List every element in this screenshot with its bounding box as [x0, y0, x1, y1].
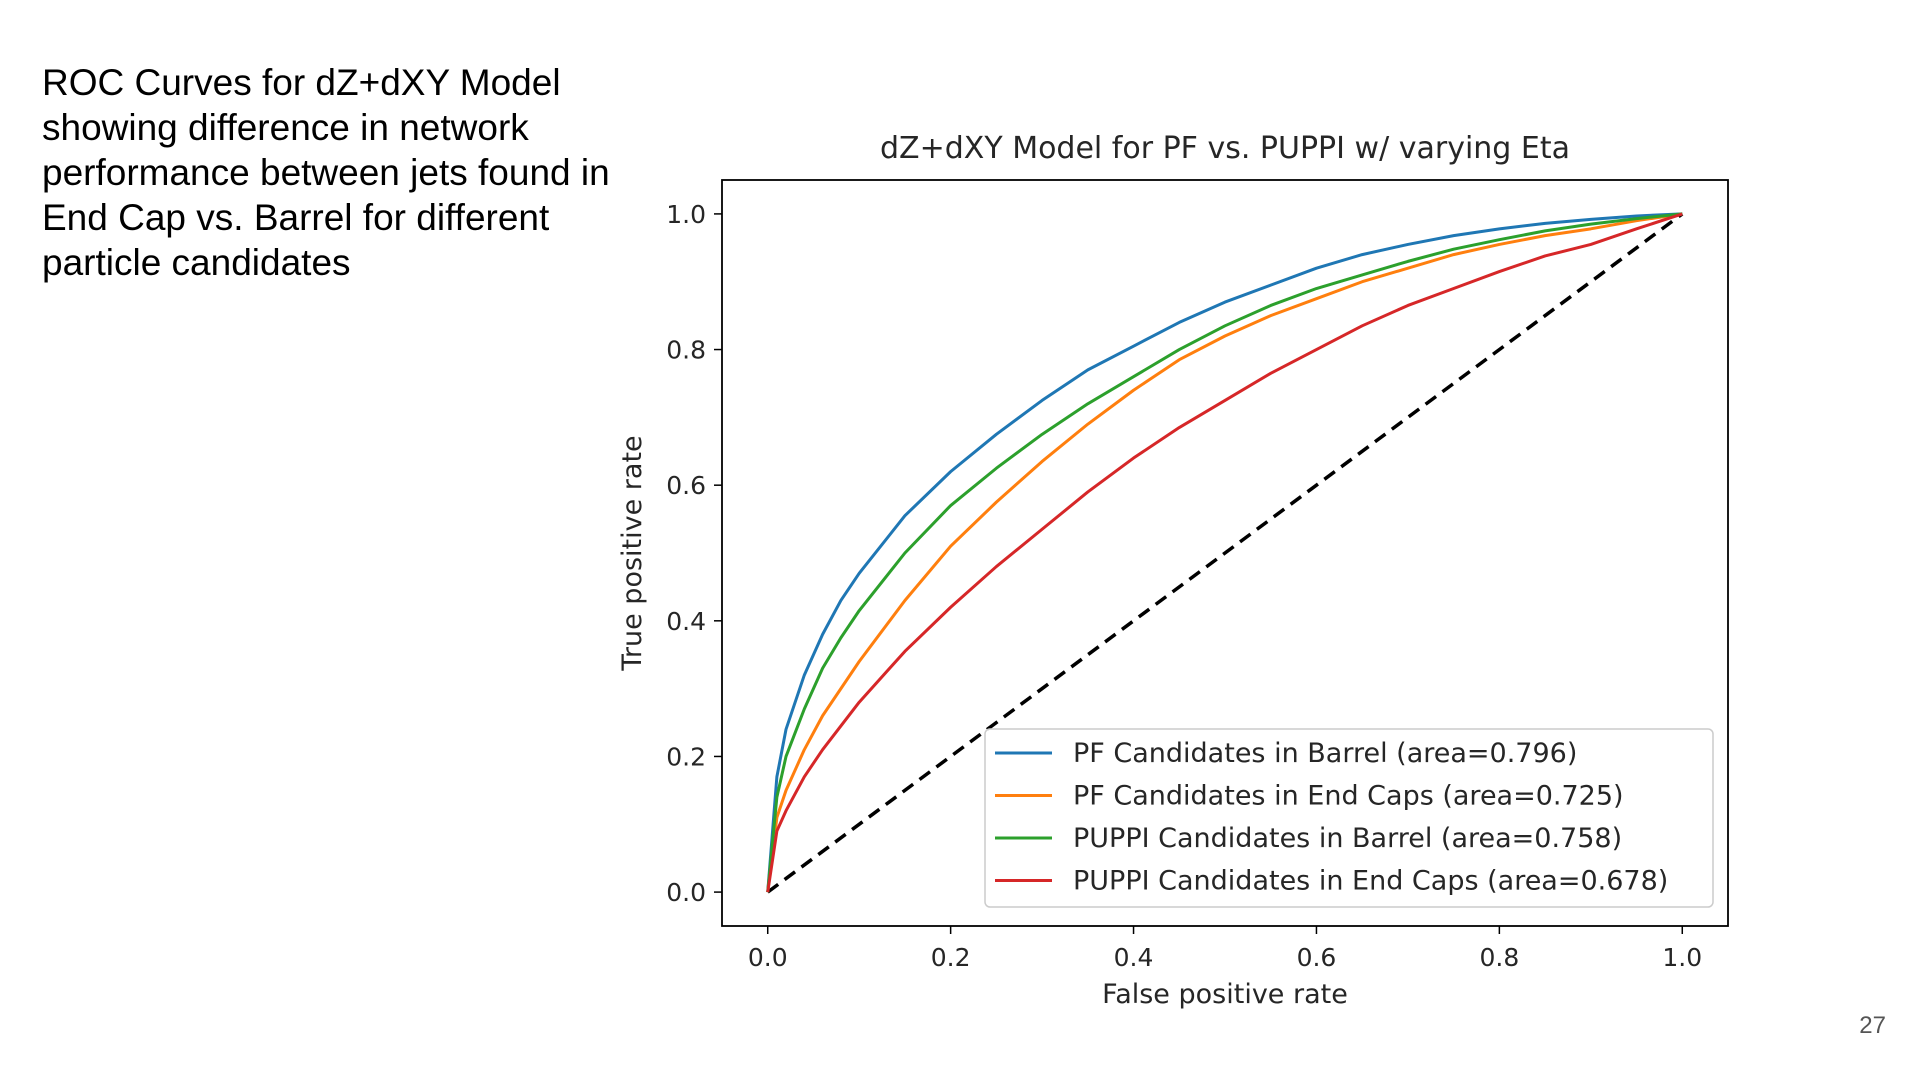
- x-axis-label: False positive rate: [1102, 979, 1348, 1010]
- legend-label: PF Candidates in Barrel (area=0.796): [1073, 738, 1577, 769]
- series-line-1: [766, 212, 1683, 893]
- y-tick-label: 0.0: [666, 878, 706, 907]
- x-tick-label: 0.2: [931, 943, 971, 972]
- y-tick-label: 0.2: [666, 742, 706, 771]
- slide-description-text: ROC Curves for dZ+dXY Model showing diff…: [42, 62, 610, 283]
- chart-title: dZ+dXY Model for PF vs. PUPPI w/ varying…: [880, 131, 1570, 166]
- legend-label: PF Candidates in End Caps (area=0.725): [1073, 781, 1624, 812]
- series-line-4: [766, 212, 1683, 893]
- chart-legend: PF Candidates in Barrel (area=0.796) PF C…: [984, 728, 1714, 908]
- axis-ticks: 0.0 0.2 0.4 0.6 0.8 1.0 0.0 0.2 0.4 0.6 0.8 1.0: [666, 200, 1702, 972]
- reference-diagonal-line: [766, 212, 1684, 894]
- y-tick-label: 0.8: [666, 336, 706, 365]
- x-tick-label: 0.8: [1479, 943, 1519, 972]
- y-axis-label: True positive rate: [617, 435, 648, 671]
- series-line-2: [766, 212, 1683, 893]
- y-tick-label: 0.6: [666, 471, 706, 500]
- legend-box: [984, 728, 1714, 908]
- y-tick-label: 1.0: [666, 200, 706, 229]
- plot-area-frame: [721, 179, 1729, 927]
- x-tick-label: 0.0: [748, 943, 788, 972]
- page-number: 27: [1859, 1012, 1886, 1039]
- y-tick-label: 0.4: [666, 607, 706, 636]
- x-tick-label: 0.6: [1297, 943, 1337, 972]
- legend-label: PUPPI Candidates in End Caps (area=0.678…: [1073, 866, 1668, 897]
- series-line-3: [766, 212, 1683, 893]
- legend-label: PUPPI Candidates in Barrel (area=0.758): [1073, 823, 1622, 854]
- x-tick-label: 0.4: [1114, 943, 1154, 972]
- x-tick-label: 1.0: [1662, 943, 1702, 972]
- series-lines: [766, 212, 1684, 894]
